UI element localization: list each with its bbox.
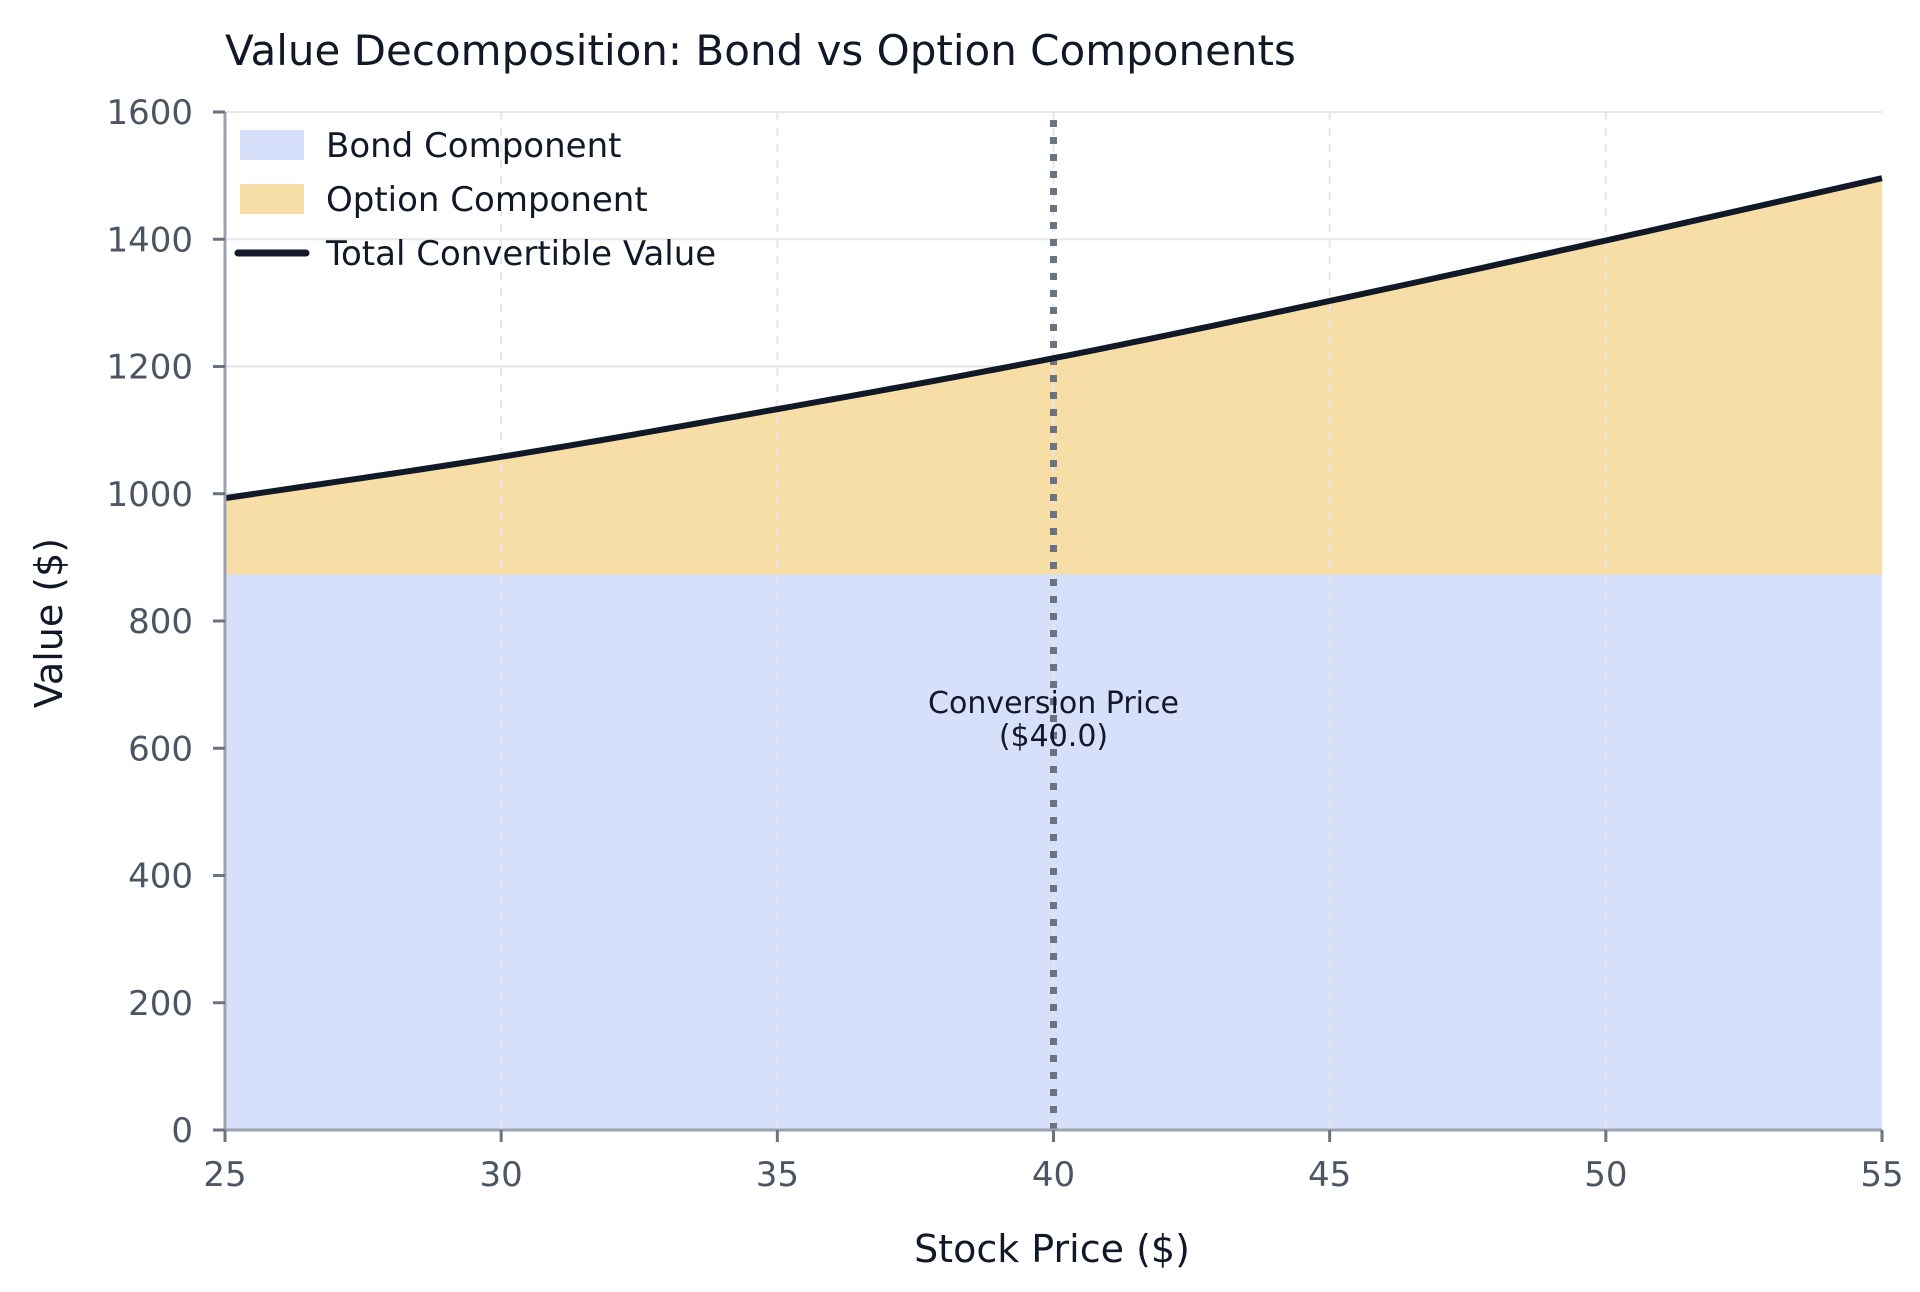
y-axis-title: Value ($) (27, 538, 71, 708)
x-tick-label-25: 25 (203, 1155, 246, 1195)
annotation-layer: Conversion Price($40.0) (928, 120, 1179, 1130)
y-tick-label-1600: 1600 (106, 93, 193, 133)
x-axis-title: Stock Price ($) (914, 1227, 1190, 1271)
grid-vertical-layer (500, 112, 1607, 1130)
x-tick-label-30: 30 (480, 1155, 523, 1195)
legend-bond-component-swatch (240, 130, 304, 160)
conversion-price-label-1: ($40.0) (999, 719, 1108, 754)
x-tick-label-40: 40 (1032, 1155, 1075, 1195)
y-tick-label-1400: 1400 (106, 220, 193, 260)
x-tick-label-45: 45 (1308, 1155, 1351, 1195)
x-tick-label-50: 50 (1584, 1155, 1627, 1195)
legend: Bond Component Option Component Total Conv… (234, 126, 716, 274)
y-tick-label-600: 600 (128, 729, 193, 769)
line-layer (224, 175, 1883, 502)
y-tick-label-200: 200 (128, 984, 193, 1024)
y-tick-label-0: 0 (171, 1111, 193, 1151)
legend-total-convertible-value-label: Total Convertible Value (325, 234, 716, 274)
y-tick-label-1000: 1000 (106, 475, 193, 515)
legend-bond-component-label: Bond Component (326, 126, 621, 166)
y-tick-label-800: 800 (128, 602, 193, 642)
x-tick-label-55: 55 (1860, 1155, 1903, 1195)
total-convertible-value-line (224, 175, 1883, 502)
chart-title: Value Decomposition: Bond vs Option Comp… (225, 26, 1296, 75)
legend-option-component-swatch (240, 184, 304, 214)
legend-option-component-label: Option Component (326, 180, 648, 220)
y-tick-label-1200: 1200 (106, 348, 193, 388)
conversion-price-label-0: Conversion Price (928, 686, 1179, 721)
x-tick-label-35: 35 (756, 1155, 799, 1195)
axis-layer: 0 200 400 600 800 1000 1200 1400 1600 25 30 35 40 45 5… (106, 93, 1903, 1195)
y-tick-label-400: 400 (128, 857, 193, 897)
